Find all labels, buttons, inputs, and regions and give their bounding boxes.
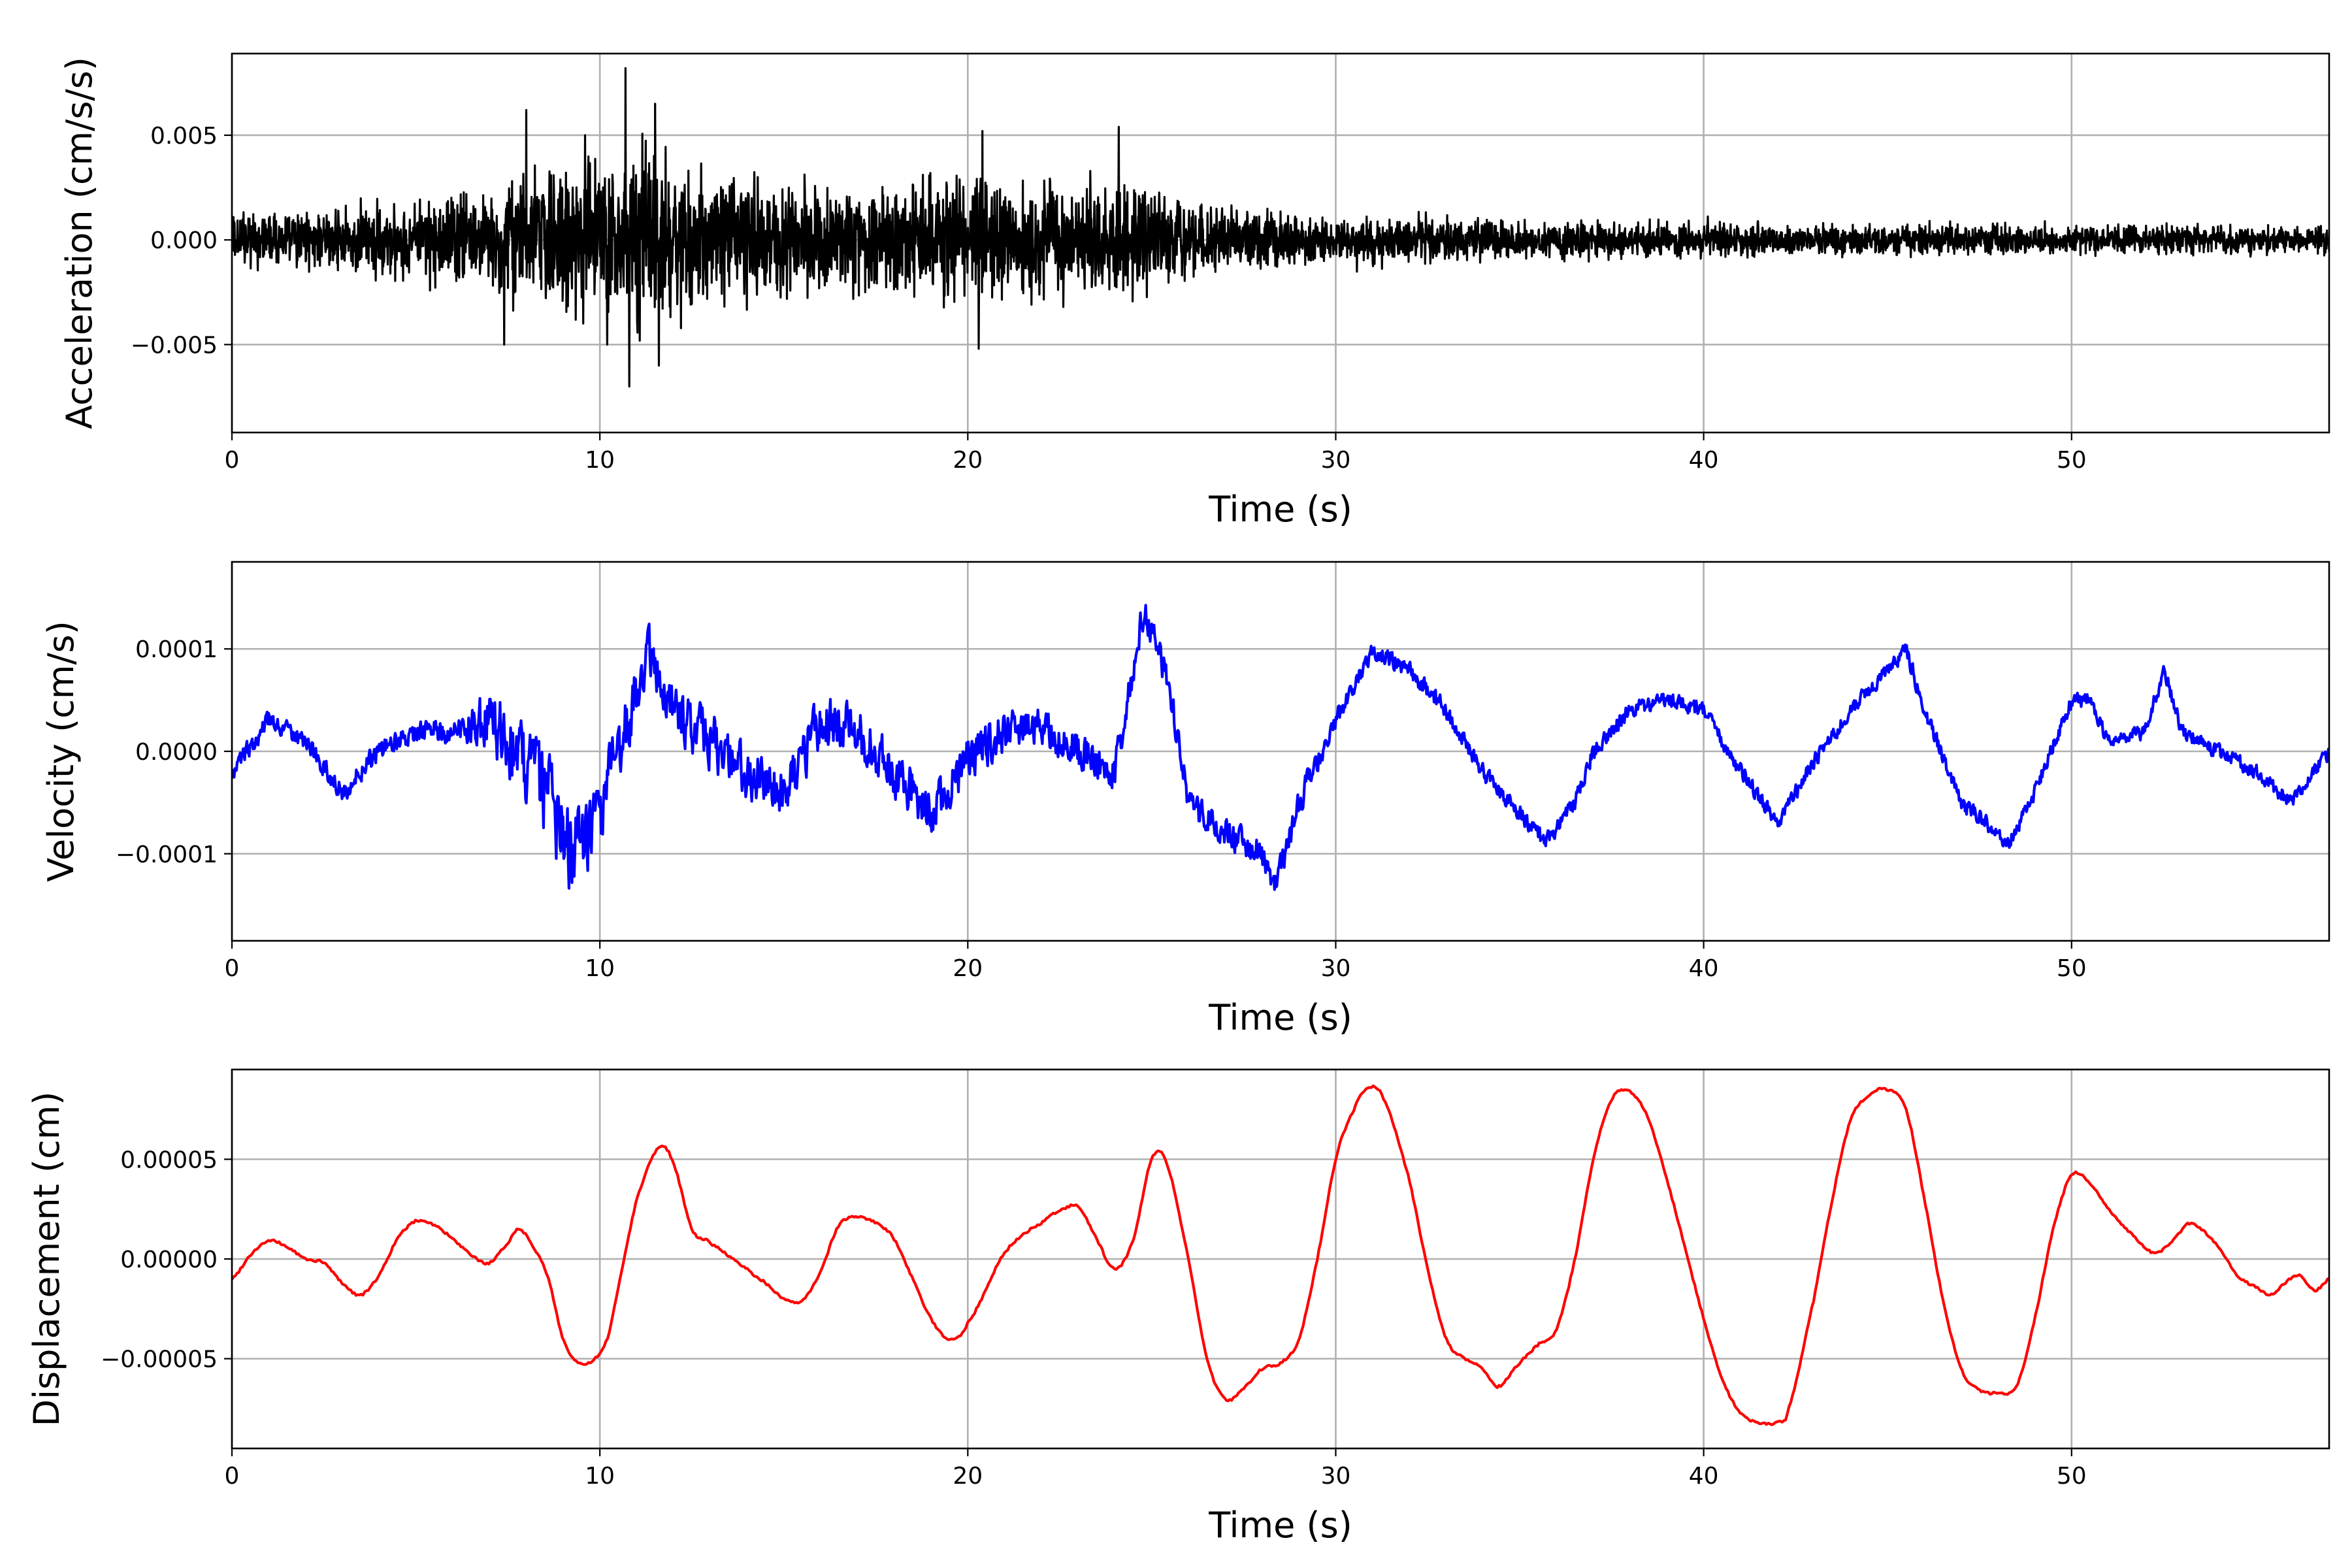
x-tick-label: 20	[953, 955, 983, 982]
y-tick-label: 0.000	[150, 227, 218, 254]
x-tick-label: 30	[1321, 955, 1351, 982]
y-tick-label: 0.005	[150, 123, 218, 150]
y-tick-label: 0.00005	[120, 1147, 218, 1173]
x-tick-label: 20	[953, 1463, 983, 1490]
y-tick-label: −0.00005	[101, 1347, 218, 1373]
x-tick-label: 10	[585, 1463, 615, 1490]
y-tick-label: −0.005	[131, 332, 218, 359]
panels: 0 10 20 30 40 50 −0.005 0.000 0.005 Time (s) Accel…	[26, 52, 2330, 1546]
x-tick-label: 50	[2057, 1463, 2087, 1490]
x-tick-label: 50	[2057, 447, 2087, 474]
y-axis-title: Displacement (cm)	[26, 1092, 67, 1427]
x-tick-label: 0	[225, 955, 240, 982]
y-axis-title: Acceleration (cm/s/s)	[59, 57, 100, 429]
x-tick-label: 10	[585, 955, 615, 982]
y-tick-label: 0.0001	[135, 636, 218, 663]
x-tick-label: 30	[1321, 447, 1351, 474]
x-tick-label: 50	[2057, 955, 2087, 982]
y-tick-label: −0.0001	[116, 841, 218, 868]
y-tick-label: 0.0000	[135, 739, 218, 766]
x-tick-label: 40	[1689, 1463, 1719, 1490]
x-tick-label: 40	[1689, 955, 1719, 982]
x-tick-label: 10	[585, 447, 615, 474]
x-axis-title: Time (s)	[1208, 997, 1352, 1038]
panel-velocity: 0 10 20 30 40 50 −0.0001 0.0000 0.0001 Time (s) Ve…	[41, 561, 2330, 1038]
x-axis-title: Time (s)	[1208, 489, 1352, 530]
y-tick-label: 0.00000	[120, 1247, 218, 1273]
x-axis-title: Time (s)	[1208, 1505, 1352, 1546]
axes-frame	[231, 52, 2330, 434]
y-axis-title: Velocity (cm/s)	[41, 621, 82, 882]
displacement-series-line	[232, 1084, 2329, 1426]
x-tick-label: 20	[953, 447, 983, 474]
panel-displacement: 0 10 20 30 40 50 −0.00005 0.00000 0.00005 Time (s…	[26, 1068, 2330, 1546]
x-tick-label: 0	[225, 1463, 240, 1490]
acceleration-series-line	[232, 67, 2329, 388]
x-tick-label: 40	[1689, 447, 1719, 474]
panel-acceleration: 0 10 20 30 40 50 −0.005 0.000 0.005 Time (s) Accel…	[59, 52, 2330, 530]
velocity-series-line	[232, 604, 2329, 891]
x-tick-label: 30	[1321, 1463, 1351, 1490]
x-tick-label: 0	[225, 447, 240, 474]
